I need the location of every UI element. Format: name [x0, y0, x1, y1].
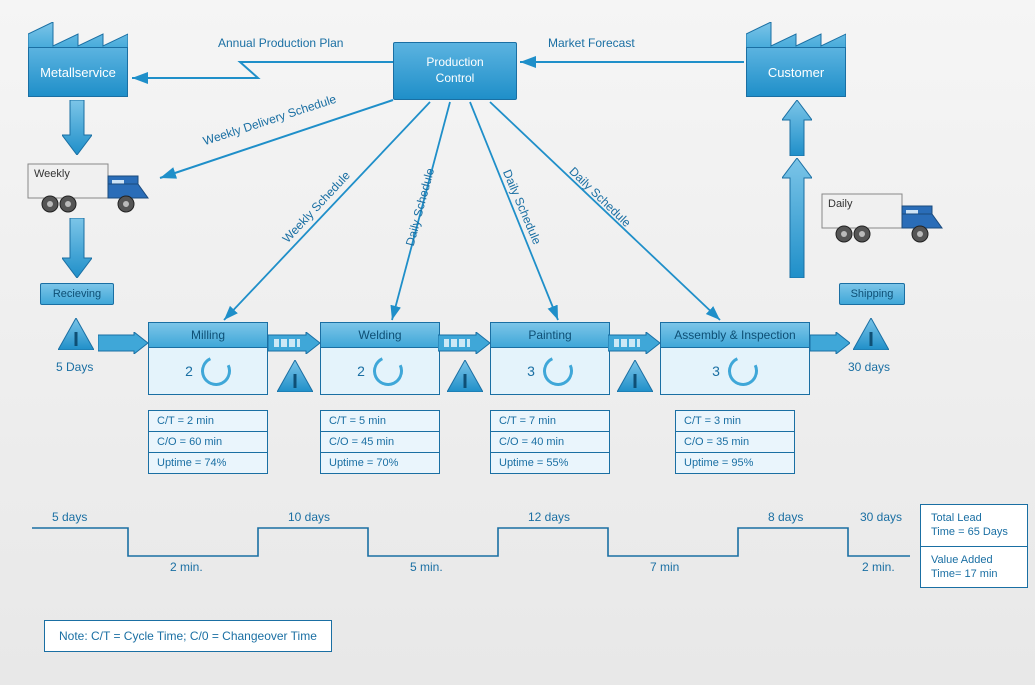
arrow-truck-customer-up — [782, 100, 812, 156]
shipping-label: Shipping — [851, 288, 894, 300]
label-daily-schedule-1: Daily Schedule — [403, 167, 437, 248]
truck-right: Daily — [820, 188, 950, 248]
push-arrow-2 — [438, 332, 490, 354]
process-welding: Welding 2 — [320, 322, 440, 395]
process-welding-title: Welding — [321, 323, 439, 348]
data-row: C/T = 5 min — [321, 411, 439, 432]
process-painting-title: Painting — [491, 323, 609, 348]
data-row: Uptime = 74% — [149, 453, 267, 473]
process-painting-data: C/T = 7 min C/O = 40 min Uptime = 55% — [490, 410, 610, 474]
customer-label: Customer — [768, 65, 824, 80]
process-milling-title: Milling — [149, 323, 267, 348]
push-arrow-1 — [268, 332, 320, 354]
data-row: C/T = 7 min — [491, 411, 609, 432]
process-assembly: Assembly & Inspection 3 — [660, 322, 810, 395]
push-arrow-0 — [98, 332, 148, 354]
ladder-bot-1: 5 min. — [410, 560, 443, 574]
ladder-bot-3: 2 min. — [862, 560, 895, 574]
arrow-truck-receiving — [62, 218, 92, 278]
data-row: Uptime = 95% — [676, 453, 794, 473]
process-assembly-data: C/T = 3 min C/O = 35 min Uptime = 95% — [675, 410, 795, 474]
data-row: C/O = 60 min — [149, 432, 267, 453]
label-weekly-delivery: Weekly Delivery Schedule — [201, 92, 338, 148]
label-weekly-schedule: Weekly Schedule — [280, 168, 353, 245]
process-welding-ops: 2 — [357, 363, 365, 379]
label-annual-plan: Annual Production Plan — [218, 36, 343, 50]
data-row: Uptime = 55% — [491, 453, 609, 473]
process-painting-ops: 3 — [527, 363, 535, 379]
truck-left: Weekly — [26, 158, 156, 218]
data-row: Uptime = 70% — [321, 453, 439, 473]
shipping-box: Shipping — [839, 283, 905, 305]
process-milling-ops: 2 — [185, 363, 193, 379]
inventory-tri-2 — [447, 360, 483, 392]
receiving-triangle — [58, 318, 94, 350]
data-row: C/T = 3 min — [676, 411, 794, 432]
arrow-supplier-down — [62, 100, 92, 155]
data-row: C/O = 35 min — [676, 432, 794, 453]
note-box: Note: C/T = Cycle Time; C/0 = Changeover… — [44, 620, 332, 652]
process-assembly-title: Assembly & Inspection — [661, 323, 809, 348]
operator-icon — [539, 352, 577, 390]
label-daily-schedule-3: Daily Schedule — [566, 164, 633, 230]
operator-icon — [724, 352, 762, 390]
ladder-top-4: 30 days — [860, 510, 902, 524]
ladder-bot-2: 7 min — [650, 560, 679, 574]
inventory-tri-3 — [617, 360, 653, 392]
summary-lead: Total Lead Time = 65 Days — [921, 505, 1027, 547]
truck-left-label: Weekly — [34, 168, 70, 180]
process-milling: Milling 2 — [148, 322, 268, 395]
shipping-days: 30 days — [848, 360, 890, 374]
data-row: C/T = 2 min — [149, 411, 267, 432]
summary-value: Value Added Time= 17 min — [921, 547, 1027, 588]
receiving-box: Recieving — [40, 283, 114, 305]
data-row: C/O = 45 min — [321, 432, 439, 453]
push-arrow-3 — [608, 332, 660, 354]
operator-icon — [197, 352, 235, 390]
push-arrow-4 — [810, 332, 850, 354]
receiving-label: Recieving — [53, 288, 101, 300]
operator-icon — [369, 352, 407, 390]
ladder-top-0: 5 days — [52, 510, 87, 524]
process-painting: Painting 3 — [490, 322, 610, 395]
production-control-label: Production Control — [426, 55, 483, 86]
ladder-top-2: 12 days — [528, 510, 570, 524]
label-market-forecast: Market Forecast — [548, 36, 635, 50]
ladder-bot-0: 2 min. — [170, 560, 203, 574]
summary-box: Total Lead Time = 65 Days Value Added Ti… — [920, 504, 1028, 588]
label-daily-schedule-2: Daily Schedule — [500, 167, 544, 246]
data-row: C/O = 40 min — [491, 432, 609, 453]
truck-right-label: Daily — [828, 198, 852, 210]
process-assembly-ops: 3 — [712, 363, 720, 379]
arrow-shipping-up — [782, 158, 812, 278]
supplier-factory: Metallservice — [28, 22, 128, 97]
ladder-top-1: 10 days — [288, 510, 330, 524]
production-control-box: Production Control — [393, 42, 517, 100]
process-welding-data: C/T = 5 min C/O = 45 min Uptime = 70% — [320, 410, 440, 474]
note-text: Note: C/T = Cycle Time; C/0 = Changeover… — [59, 629, 317, 643]
ladder-top-3: 8 days — [768, 510, 803, 524]
shipping-triangle — [853, 318, 889, 350]
receiving-days: 5 Days — [56, 360, 93, 374]
inventory-tri-1 — [277, 360, 313, 392]
supplier-label: Metallservice — [40, 65, 116, 80]
process-milling-data: C/T = 2 min C/O = 60 min Uptime = 74% — [148, 410, 268, 474]
customer-factory: Customer — [746, 22, 846, 97]
